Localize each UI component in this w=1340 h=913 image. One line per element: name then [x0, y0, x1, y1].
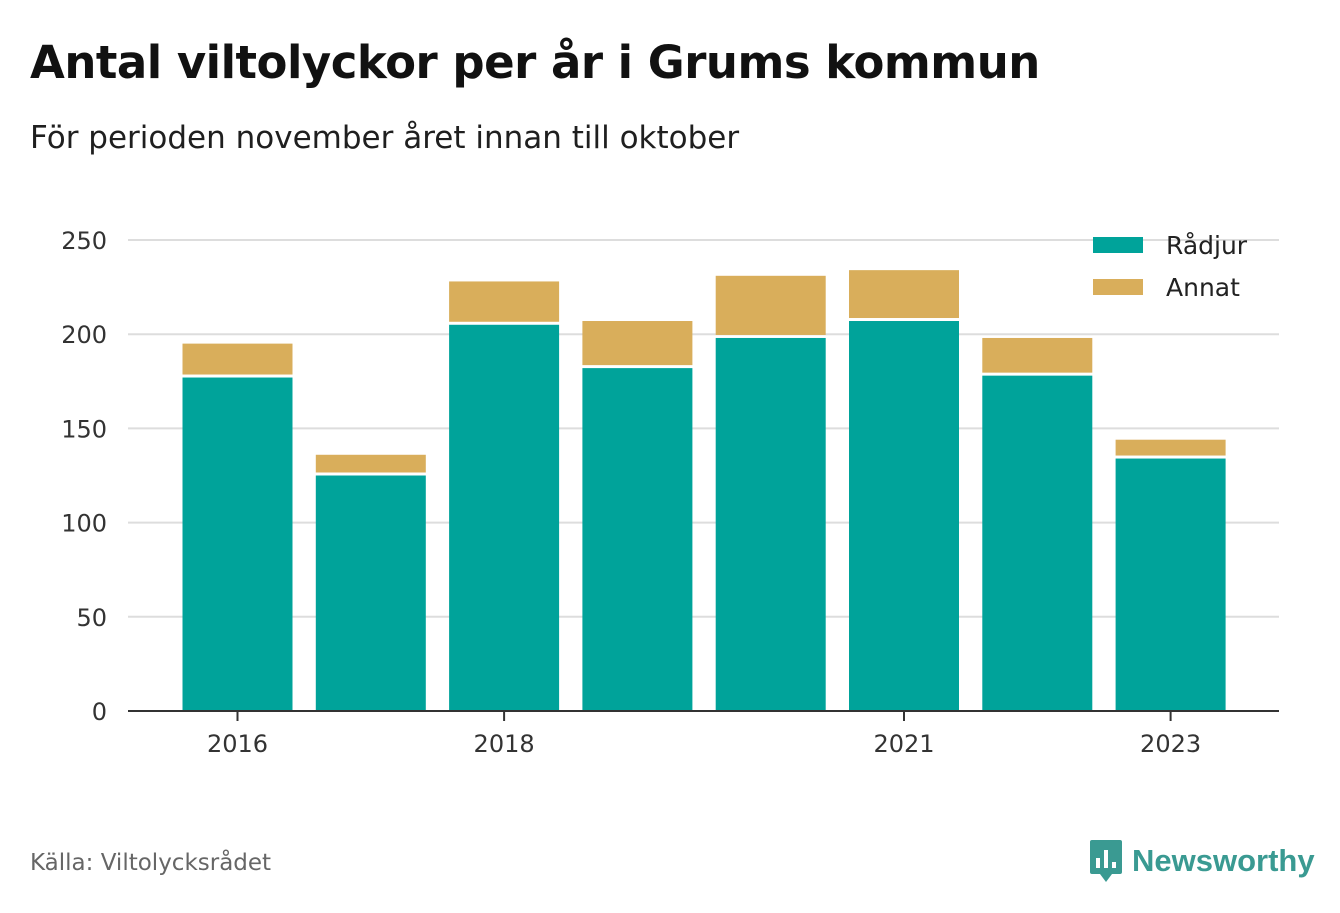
brand-name: Newsworthy — [1132, 843, 1315, 878]
bar-annat-2022 — [982, 337, 1093, 373]
newsworthy-logo-icon — [1090, 840, 1122, 882]
y-tick-label: 0 — [92, 698, 107, 726]
y-axis-ticks: 0 50 100 150 200 250 — [61, 227, 107, 726]
bar-annat-2016 — [182, 343, 293, 375]
y-tick-label: 100 — [61, 510, 107, 538]
bar-annat-2020 — [715, 275, 826, 335]
gridlines — [128, 239, 1279, 618]
bar-annat-2021 — [849, 270, 959, 319]
y-tick-label: 250 — [61, 227, 107, 255]
bar-annat-2019 — [582, 321, 693, 366]
chart-title: Antal viltolyckor per år i Grums kommun — [30, 36, 1040, 89]
legend: Rådjur Annat — [1093, 231, 1248, 302]
bar-rdjur-2021 — [849, 321, 959, 711]
bar-annat-2023 — [1115, 439, 1226, 456]
y-tick-label: 50 — [76, 604, 107, 632]
legend-label: Annat — [1166, 273, 1240, 302]
bar-rdjur-2016 — [182, 377, 293, 711]
x-axis-ticks: 2016 2018 2021 2023 — [207, 711, 1201, 758]
chart-subtitle: För perioden november året innan till ok… — [30, 120, 740, 156]
x-tick-label: 2018 — [474, 730, 535, 758]
x-tick-label: 2021 — [873, 730, 934, 758]
legend-swatch-rdjur — [1093, 237, 1143, 253]
bar-rdjur-2018 — [449, 324, 560, 711]
bar-rdjur-2020 — [715, 337, 826, 711]
legend-swatch-annat — [1093, 279, 1143, 295]
x-tick-label: 2016 — [207, 730, 268, 758]
bar-rdjur-2022 — [982, 375, 1093, 711]
brand-logo: Newsworthy — [1088, 838, 1315, 884]
bar-rdjur-2019 — [582, 368, 693, 711]
bar-annat-2018 — [449, 281, 560, 322]
bar-rdjur-2023 — [1115, 458, 1226, 711]
x-tick-label: 2023 — [1140, 730, 1201, 758]
bars — [182, 270, 1226, 711]
y-tick-label: 150 — [61, 415, 107, 443]
bar-annat-2017 — [315, 454, 426, 473]
y-tick-label: 200 — [61, 321, 107, 349]
legend-label: Rådjur — [1166, 231, 1248, 260]
source-note: Källa: Viltolycksrådet — [30, 850, 272, 876]
bar-rdjur-2017 — [315, 475, 426, 711]
